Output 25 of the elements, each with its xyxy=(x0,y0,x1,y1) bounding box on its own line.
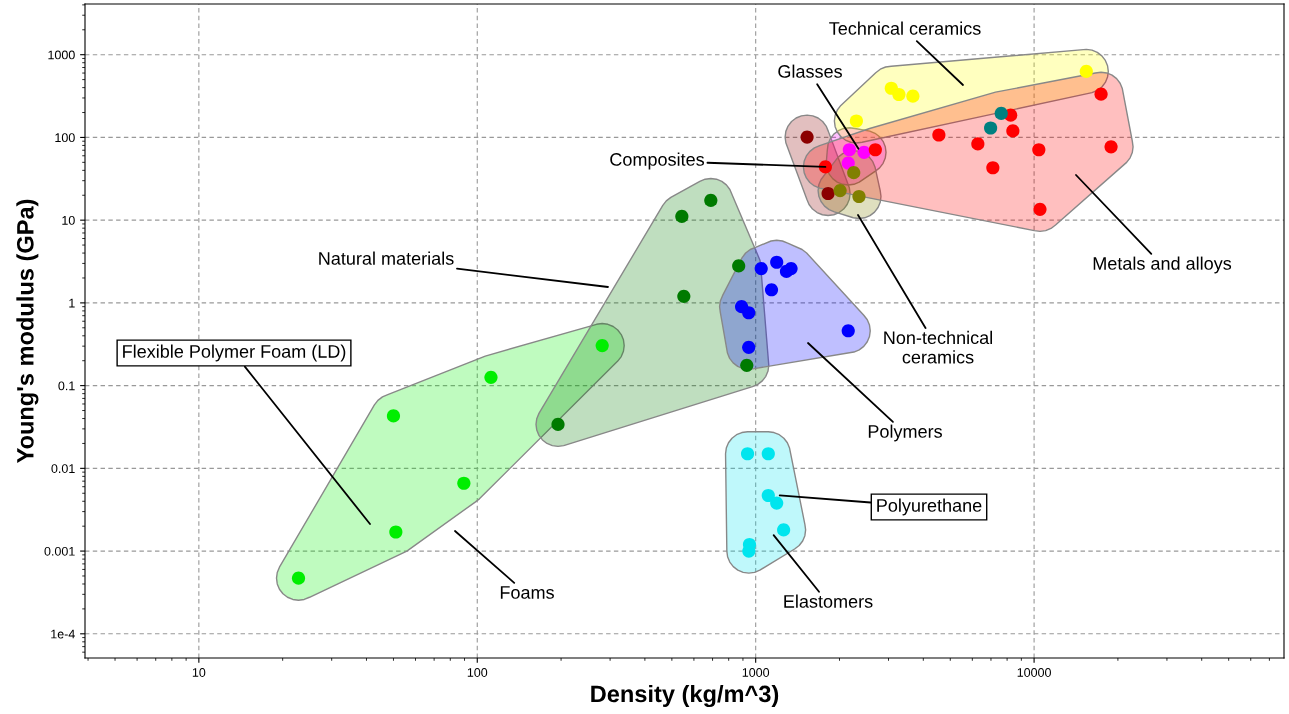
annotation: Glasses xyxy=(778,64,842,78)
annotation: Natural materials xyxy=(319,251,454,265)
y-tick-label: 1 xyxy=(69,298,75,308)
x-axis-title: Density (kg/m^3) xyxy=(591,684,779,708)
y-tick-label: 1000 xyxy=(48,50,75,60)
annotation: Polyurethane xyxy=(877,498,982,516)
annotation: Non-technical ceramics xyxy=(884,330,992,364)
annotation: Elastomers xyxy=(784,594,873,608)
y-axis-title: Young's modulus (GPa) xyxy=(16,199,39,464)
x-tick-label: 100 xyxy=(467,668,488,677)
annotation: Metals and alloys xyxy=(1093,256,1232,274)
x-tick-label: 10 xyxy=(192,668,206,677)
y-tick-label: 0.001 xyxy=(44,546,75,556)
y-tick-label: 0.01 xyxy=(51,464,75,473)
y-tick-label: 100 xyxy=(55,133,75,143)
y-tick-label: 0.1 xyxy=(58,381,75,391)
annotation: Polymers xyxy=(868,424,942,442)
y-tick-label: 1e-4 xyxy=(51,629,75,639)
annotation: Composites xyxy=(610,152,705,170)
annotation: Foams xyxy=(500,586,554,599)
annotation: Technical ceramics xyxy=(829,21,981,35)
y-tick-label: 10 xyxy=(62,215,75,225)
x-tick-label: 1000 xyxy=(742,668,770,677)
x-tick-label: 10000 xyxy=(1017,668,1051,677)
annotation: Flexible Polymer Foam (LD) xyxy=(123,344,346,362)
